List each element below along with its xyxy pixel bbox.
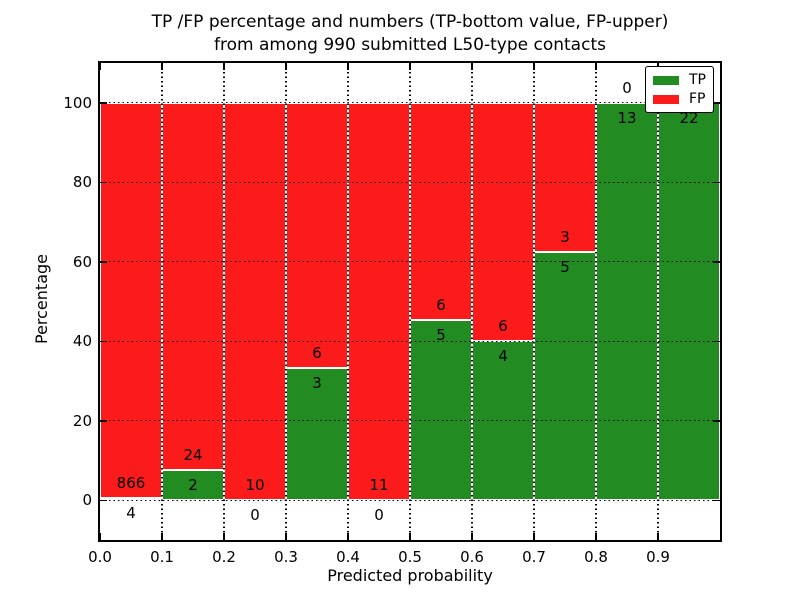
x-tick [347, 533, 349, 540]
bar-segment-fp [410, 102, 472, 320]
y-tick [100, 102, 107, 104]
x-tick-label: 0.8 [584, 548, 608, 566]
x-tick [161, 533, 163, 540]
y-tick-label: 60 [72, 252, 92, 271]
fp-count-label: 0 [622, 78, 632, 97]
v-gridline [471, 63, 473, 540]
x-tick-top [285, 63, 287, 70]
v-gridline [533, 63, 535, 540]
fp-legend-label: FP [689, 91, 706, 107]
x-tick-top [471, 63, 473, 70]
bar-segment-fp [162, 102, 224, 470]
tp-count-label: 5 [436, 325, 446, 344]
x-tick-label: 0.0 [88, 548, 112, 566]
x-tick-top [161, 63, 163, 70]
x-tick-top [409, 63, 411, 70]
y-tick-right [713, 499, 720, 501]
v-gridline [161, 63, 163, 540]
tp-count-label: 0 [374, 506, 384, 525]
y-tick-label: 40 [72, 332, 92, 351]
x-tick-top [595, 63, 597, 70]
v-gridline [223, 63, 225, 540]
bar-segment-fp [472, 102, 534, 342]
tp-count-label: 4 [498, 347, 508, 366]
y-tick-right [713, 420, 720, 422]
x-tick [657, 533, 659, 540]
tp-legend-label: TP [689, 72, 706, 88]
y-tick-label: 0 [82, 491, 92, 510]
bar-segment-tp [596, 102, 658, 501]
fp-count-label: 24 [183, 445, 203, 464]
y-tick-right [713, 102, 720, 104]
y-tick-label: 20 [72, 411, 92, 430]
y-tick-right [713, 181, 720, 183]
x-tick-label: 0.4 [336, 548, 360, 566]
fp-count-label: 3 [560, 227, 570, 246]
x-tick-label: 0.3 [274, 548, 298, 566]
bar-segment-fp [286, 102, 348, 368]
legend-item-fp: FP [653, 92, 713, 106]
x-axis-label: Predicted probability [327, 566, 493, 585]
fp-count-label: 11 [369, 476, 389, 495]
y-tick-right [713, 261, 720, 263]
legend-item-tp: TP [653, 73, 713, 87]
y-tick [100, 420, 107, 422]
bar-segment-fp [348, 102, 410, 501]
bar-segment-fp [224, 102, 286, 501]
v-gridline [409, 63, 411, 540]
x-tick [223, 533, 225, 540]
x-tick-top [347, 63, 349, 70]
y-tick-label: 100 [63, 93, 92, 112]
tp-count-label: 13 [617, 108, 637, 127]
y-tick [100, 499, 107, 501]
fp-count-label: 6 [436, 295, 446, 314]
x-tick-label: 0.6 [460, 548, 484, 566]
legend: TP FP [645, 66, 714, 113]
y-tick [100, 181, 107, 183]
chart-subtitle: from among 990 submitted L50-type contac… [214, 35, 606, 55]
y-tick-label: 80 [72, 173, 92, 192]
x-tick [409, 533, 411, 540]
bar-segment-fp [100, 102, 162, 499]
fp-count-label: 6 [498, 317, 508, 336]
fp-count-label: 10 [245, 476, 265, 495]
y-tick [100, 340, 107, 342]
bar-segment-fp [534, 102, 596, 252]
tp-count-label: 4 [126, 504, 136, 523]
x-tick-label: 0.7 [522, 548, 546, 566]
x-tick-label: 0.9 [646, 548, 670, 566]
x-tick [533, 533, 535, 540]
tp-count-label: 3 [312, 373, 322, 392]
y-tick [100, 261, 107, 263]
fp-swatch-icon [653, 94, 679, 104]
x-tick-label: 0.5 [398, 548, 422, 566]
v-gridline [595, 63, 597, 540]
x-tick-top [533, 63, 535, 70]
tp-count-label: 22 [679, 108, 699, 127]
tp-count-label: 2 [188, 475, 198, 494]
x-tick [595, 533, 597, 540]
tp-count-label: 0 [250, 506, 260, 525]
fp-count-label: 6 [312, 343, 322, 362]
bar-segment-tp [658, 102, 720, 501]
x-tick [285, 533, 287, 540]
tp-swatch-icon [653, 75, 679, 85]
v-gridline [347, 63, 349, 540]
x-tick-label: 0.1 [150, 548, 174, 566]
bar-segment-tp [534, 251, 596, 501]
x-tick [471, 533, 473, 540]
chart-title: TP /FP percentage and numbers (TP-bottom… [151, 12, 669, 32]
bar-segment-tp [410, 319, 472, 501]
v-gridline [657, 63, 659, 540]
y-tick-right [713, 340, 720, 342]
x-tick-top [99, 63, 101, 70]
tp-count-label: 5 [560, 257, 570, 276]
v-gridline [285, 63, 287, 540]
x-tick-label: 0.2 [212, 548, 236, 566]
x-tick [99, 533, 101, 540]
fp-count-label: 866 [116, 474, 146, 493]
x-tick-top [223, 63, 225, 70]
